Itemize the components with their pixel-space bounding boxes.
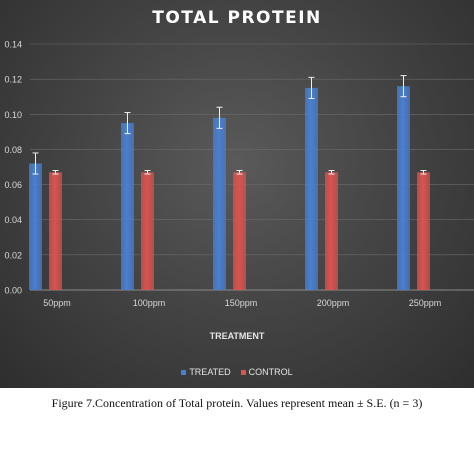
bar-treated (397, 86, 410, 291)
x-tick-label: 50ppm (43, 298, 71, 308)
bar-treated (213, 117, 226, 290)
x-tick-label: 250ppm (409, 298, 442, 308)
legend-label-control: CONTROL (248, 367, 293, 377)
legend: TREATED CONTROL (0, 367, 474, 377)
legend-item-control: CONTROL (240, 367, 293, 377)
bar-treated (121, 123, 134, 290)
bar-treated (305, 87, 318, 290)
y-tick-label: 0.14 (4, 40, 22, 50)
bar-control (417, 172, 430, 290)
y-tick-label: 0.06 (4, 180, 22, 190)
x-axis-title: TREATMENT (209, 331, 265, 341)
y-tick-label: 0.10 (4, 110, 22, 120)
y-tick-label: 0.02 (4, 250, 22, 260)
legend-item-treated: TREATED (181, 367, 231, 377)
figure-caption: Figure 7.Concentration of Total protein.… (51, 396, 423, 410)
chart-panel: 0.00 0.02 0.04 0.06 0.08 0.10 0.12 0.14 50ppm 100… (0, 0, 474, 388)
x-tick-label: 100ppm (133, 298, 166, 308)
bar-control (49, 172, 62, 290)
x-tick-label: 150ppm (225, 298, 258, 308)
bar-treated (29, 163, 42, 290)
y-tick-label: 0.12 (4, 75, 22, 85)
bar-control (325, 172, 338, 290)
legend-label-treated: TREATED (189, 367, 231, 377)
x-tick-label: 200ppm (317, 298, 350, 308)
legend-swatch-treated (181, 369, 187, 375)
chart-plot: 0.00 0.02 0.04 0.06 0.08 0.10 0.12 0.14 50ppm 100… (4, 40, 474, 308)
y-tick-label: 0.08 (4, 145, 22, 155)
legend-swatch-control (240, 369, 246, 375)
bar-control (233, 172, 246, 290)
bar-control (141, 172, 154, 290)
chart-title: TOTAL PROTEIN (152, 8, 322, 28)
y-tick-label: 0.04 (4, 215, 22, 225)
y-tick-label: 0.00 (4, 286, 22, 296)
